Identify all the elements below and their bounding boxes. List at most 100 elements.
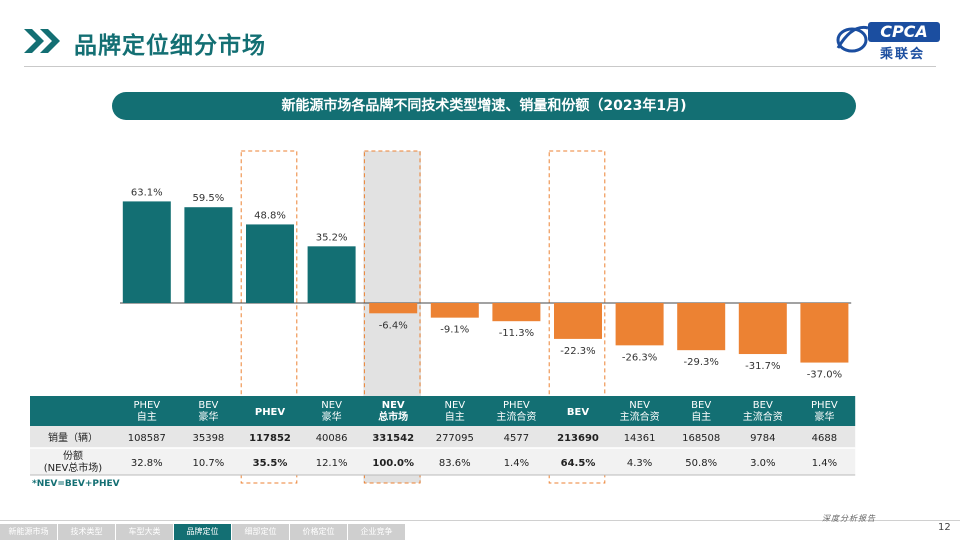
footer-nav: 新能源市场 技术类型 车型大类 品牌定位 细部定位 价格定位 企业竞争 <box>0 524 406 540</box>
footer-tab[interactable]: 品牌定位 <box>174 524 232 540</box>
bar <box>800 303 849 363</box>
logo-text: CPCA <box>868 22 940 42</box>
table-cell: 12.1% <box>316 458 348 469</box>
table-column-header: 自主 <box>691 410 711 423</box>
data-label: -29.3% <box>684 357 719 368</box>
table-cell: 213690 <box>557 433 599 444</box>
table-cell: 117852 <box>249 433 291 444</box>
footer-tab[interactable]: 技术类型 <box>58 524 116 540</box>
table-column-header: NEV <box>382 400 405 411</box>
table-cell: 10.7% <box>193 458 225 469</box>
table-cell: 3.0% <box>750 458 775 469</box>
logo-swoosh-icon <box>836 25 869 53</box>
row-label: (NEV总市场) <box>44 461 103 474</box>
table-cell: 108587 <box>128 433 166 444</box>
data-label: -11.3% <box>499 328 534 339</box>
table-column-header: 主流合资 <box>620 410 660 423</box>
bar <box>554 303 602 339</box>
bar <box>122 201 171 303</box>
data-label: -6.4% <box>379 320 408 331</box>
table-cell: 83.6% <box>439 458 471 469</box>
footer-tab[interactable]: 车型大类 <box>116 524 174 540</box>
footer-tab[interactable]: 企业竞争 <box>348 524 406 540</box>
data-label: -31.7% <box>745 361 780 372</box>
page-title: 品牌定位细分市场 <box>74 33 266 59</box>
row-label: 份额 <box>63 449 83 462</box>
table-column-header: 主流合资 <box>743 410 783 423</box>
double-chevron-icon <box>24 29 60 53</box>
table-column-header: 总市场 <box>378 410 408 423</box>
table-cell: 35.5% <box>253 458 288 469</box>
table-cell: 4.3% <box>627 458 652 469</box>
table-header-bg <box>30 396 856 426</box>
table-cell: 168508 <box>682 433 720 444</box>
footnote: *NEV=BEV+PHEV <box>32 479 120 489</box>
logo-cn: 乘联会 <box>880 47 926 62</box>
bar <box>307 246 356 303</box>
footer-tab[interactable]: 价格定位 <box>290 524 348 540</box>
chart-title: 新能源市场各品牌不同技术类型增速、销量和份额（2023年1月) <box>112 92 856 120</box>
page-number: 12 <box>938 522 951 533</box>
bar <box>246 224 294 303</box>
table-cell: 1.4% <box>812 458 837 469</box>
data-label: 35.2% <box>316 232 348 243</box>
table-column-header: NEV <box>321 400 342 411</box>
table-column-header: NEV <box>444 400 465 411</box>
table-cell: 4688 <box>812 433 837 444</box>
table-row-bg <box>30 426 856 448</box>
table-cell: 40086 <box>316 433 348 444</box>
highlight-frame <box>548 150 606 484</box>
table-cell: 331542 <box>372 433 414 444</box>
bar <box>615 303 664 346</box>
row-label: 销量（辆） <box>48 431 98 444</box>
data-label: 59.5% <box>193 193 225 204</box>
table-column-header: BEV <box>691 400 711 411</box>
bar <box>677 303 726 351</box>
table-cell: 35398 <box>192 433 224 444</box>
table-cell: 100.0% <box>372 458 414 469</box>
table-row-bg <box>30 448 856 475</box>
footer-tab[interactable]: 细部定位 <box>232 524 290 540</box>
data-label: -22.3% <box>560 346 595 357</box>
table-column-header: BEV <box>567 407 589 418</box>
table-column-header: PHEV <box>811 400 838 411</box>
footer-tab[interactable]: 新能源市场 <box>0 524 58 540</box>
table-cell: 64.5% <box>561 458 596 469</box>
table-cell: 277095 <box>436 433 474 444</box>
table-column-header: PHEV <box>255 407 286 418</box>
data-label: -37.0% <box>807 370 842 381</box>
table-column-header: 自主 <box>445 410 465 423</box>
table-cell: 14361 <box>624 433 656 444</box>
bar <box>369 303 418 314</box>
footer-divider <box>0 520 960 521</box>
bar <box>430 303 479 318</box>
report-label: 深度分析报告 <box>822 514 876 523</box>
table-column-header: 豪华 <box>814 410 834 423</box>
table-cell: 32.8% <box>131 458 163 469</box>
data-label: 48.8% <box>254 210 286 221</box>
table-column-header: 豪华 <box>322 410 342 423</box>
table-column-header: PHEV <box>503 400 530 411</box>
header-divider <box>24 66 936 67</box>
highlight-frame <box>363 150 421 484</box>
table-cell: 4577 <box>504 433 529 444</box>
highlight-frame <box>240 150 298 484</box>
cpca-logo: CPCA 乘联会 <box>832 18 942 62</box>
table-column-header: BEV <box>753 400 773 411</box>
data-label: -9.1% <box>440 325 469 336</box>
table-column-header: BEV <box>198 400 218 411</box>
table-column-header: NEV <box>629 400 650 411</box>
data-label: -26.3% <box>622 352 657 363</box>
table-column-header: PHEV <box>133 400 160 411</box>
header: 品牌定位细分市场 CPCA 乘联会 <box>0 0 960 80</box>
table-cell: 50.8% <box>685 458 717 469</box>
bar <box>492 303 541 322</box>
table-column-header: 主流合资 <box>496 410 536 423</box>
bar <box>738 303 787 355</box>
data-label: 63.1% <box>131 187 163 198</box>
table-cell: 9784 <box>750 433 775 444</box>
table-column-header: 豪华 <box>198 410 218 423</box>
bar <box>184 207 233 303</box>
table-column-header: 自主 <box>137 410 157 423</box>
